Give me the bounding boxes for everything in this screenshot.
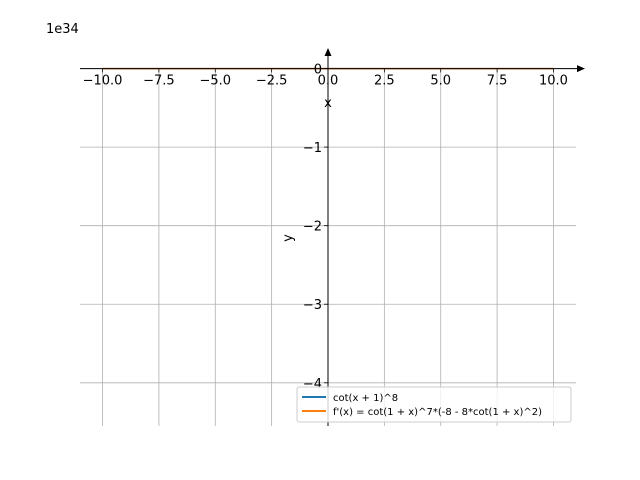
x-tick-label-4: 0.0 [318,74,339,89]
x-tick-label-0: −10.0 [83,74,123,89]
x-tick-label-5: 2.5 [374,74,395,89]
legend-label-series-1: cot(x + 1)^8 [333,393,398,404]
y-scale-exponent: 1e34 [46,22,79,37]
x-tick-label-2: −5.0 [199,74,231,89]
y-axis-arrow [324,48,332,56]
ticks: −10.0 −7.5 −5.0 −2.5 0.0 2.5 5.0 7.5 10.0 0 −1 −2 −3… [83,63,568,392]
legend: cot(x + 1)^8 f'(x) = cot(1 + x)^7*(-8 - … [296,386,572,423]
y-tick-label-0: 0 [314,63,322,78]
x-axis-label: x [324,96,332,111]
x-tick-label-8: 10.0 [539,74,568,89]
y-tick-label-2: −2 [303,220,322,235]
legend-box [296,386,572,423]
y-tick-label-3: −3 [303,298,322,313]
axes [80,48,585,426]
x-tick-label-1: −7.5 [143,74,175,89]
y-axis-label: y [281,234,296,242]
y-tick-label-1: −1 [303,141,322,156]
x-axis-arrow [577,65,585,73]
legend-label-series-2: f'(x) = cot(1 + x)^7*(-8 - 8*cot(1 + x)^… [333,407,542,418]
x-tick-label-6: 5.0 [430,74,451,89]
x-tick-label-3: −2.5 [256,74,288,89]
x-tick-label-7: 7.5 [487,74,508,89]
